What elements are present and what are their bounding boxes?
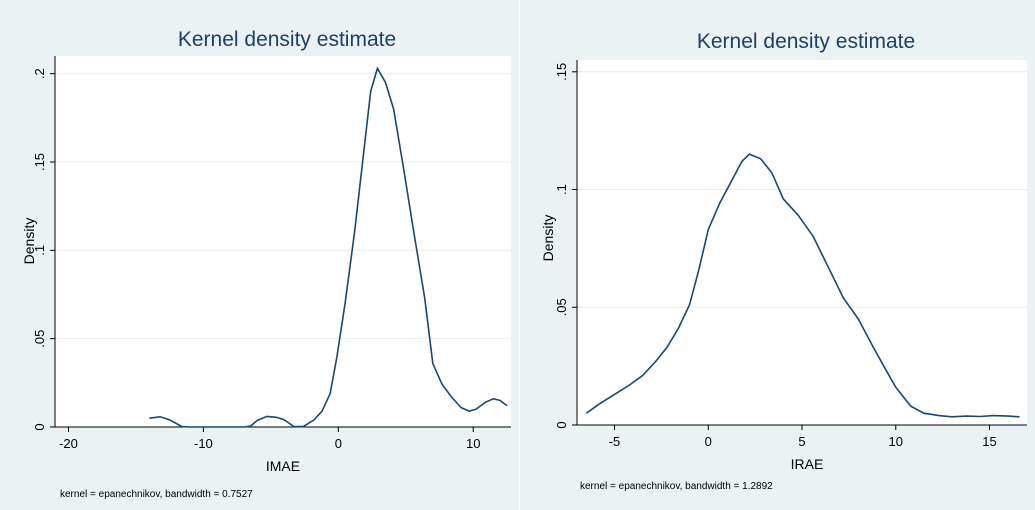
density-line <box>149 66 508 428</box>
y-ticks: 0 .05 .1 .15 <box>554 63 577 429</box>
bandwidth-note: kernel = epanechnikov, bandwidth = 0.752… <box>60 489 253 500</box>
y-tick-label: 0 <box>32 423 47 430</box>
x-tick-label: -10 <box>194 436 213 451</box>
y-tick-label: .2 <box>32 68 47 79</box>
x-tick-label: -20 <box>59 436 78 451</box>
y-tick-label: .15 <box>554 63 569 81</box>
bandwidth-note: kernel = epanechnikov, bandwidth = 1.289… <box>580 481 773 492</box>
y-ticks: 0 .05 .1 .15 .2 <box>32 68 55 431</box>
density-line <box>585 153 1020 418</box>
kde-panel-imae: 0 .05 .1 .15 .2 -20 -10 0 10 Kernel density est… <box>0 0 519 510</box>
x-tick-label: 5 <box>798 434 805 449</box>
y-tick-label: .1 <box>554 184 569 195</box>
x-axis-label: IMAE <box>266 458 300 474</box>
y-tick-label: 0 <box>554 421 569 428</box>
kde-chart-irae: 0 .05 .1 .15 -5 0 5 10 15 Kernel density estima… <box>540 30 1027 492</box>
y-tick-label: .15 <box>32 153 47 171</box>
kde-panel-irae: 0 .05 .1 .15 -5 0 5 10 15 Kernel density estima… <box>520 0 1035 510</box>
chart-title: Kernel density estimate <box>178 28 396 51</box>
x-axis-label: IRAE <box>791 456 824 472</box>
y-axis-label: Density <box>21 218 37 265</box>
y-tick-label: .1 <box>32 245 47 256</box>
x-tick-label: -5 <box>609 434 621 449</box>
x-tick-label: 15 <box>982 434 996 449</box>
x-ticks: -20 -10 0 10 <box>59 427 480 451</box>
kde-chart-imae: 0 .05 .1 .15 .2 -20 -10 0 10 Kernel density est… <box>21 28 511 500</box>
plot-area <box>55 56 511 427</box>
y-tick-label: .05 <box>32 330 47 348</box>
gridlines <box>577 71 1027 308</box>
x-tick-label: 0 <box>705 434 712 449</box>
gridlines <box>55 73 511 340</box>
x-ticks: -5 0 5 10 15 <box>609 425 997 449</box>
y-tick-label: .05 <box>554 298 569 316</box>
plot-area <box>577 60 1027 425</box>
x-tick-label: 10 <box>466 436 480 451</box>
x-tick-label: 0 <box>335 436 342 451</box>
x-tick-label: 10 <box>889 434 903 449</box>
chart-title: Kernel density estimate <box>697 30 915 53</box>
panel-divider <box>519 0 520 510</box>
y-axis-label: Density <box>540 215 556 262</box>
